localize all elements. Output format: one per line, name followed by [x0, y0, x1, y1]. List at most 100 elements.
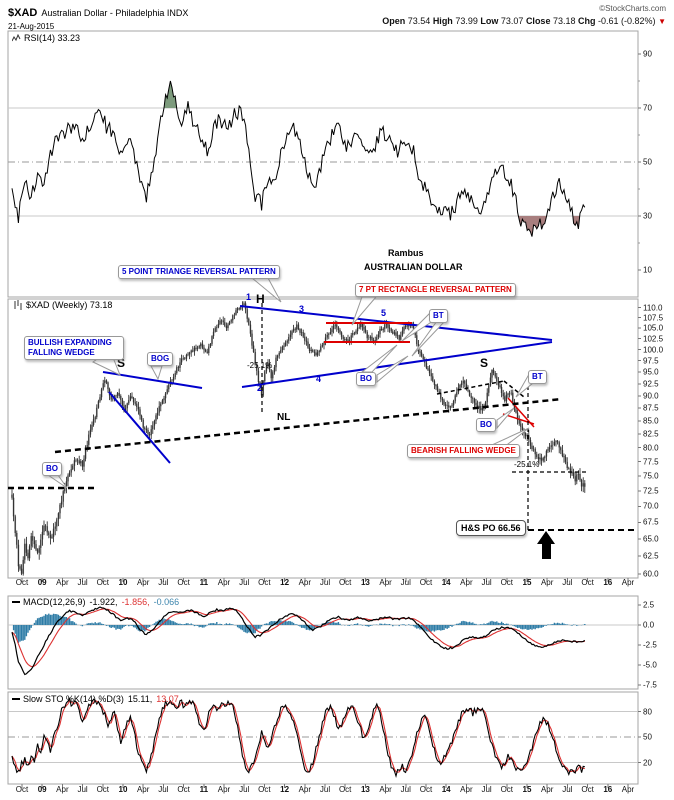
main-xtick: 12	[280, 578, 290, 587]
main-label: $XAD (Weekly) 73.18	[13, 300, 112, 310]
bt-note-2: BT	[528, 370, 547, 384]
rsi-ytick: 50	[643, 157, 652, 167]
close-label: Close	[525, 16, 551, 26]
header-line-1: $XAD Australian Dollar - Philadelphia IND…	[8, 3, 666, 19]
rsi-ytick: 70	[643, 103, 652, 113]
bottom-xtick: Jul	[77, 785, 88, 794]
neckline	[54, 397, 563, 454]
chg-value: -0.61 (-0.82%)	[598, 16, 656, 26]
main-ytick: 80.0	[643, 443, 659, 453]
chg-label: Chg	[578, 16, 596, 26]
bo-note-1-tail	[376, 355, 409, 384]
rsi-overbought-fill	[164, 81, 241, 108]
main-xtick: Jul	[239, 578, 250, 587]
macd-name: MACD(12,26,9)	[23, 597, 86, 607]
right-shoulder-label: S	[480, 356, 489, 370]
bottom-xtick: Apr	[379, 785, 392, 794]
main-xtick: Oct	[500, 578, 514, 587]
rsi-label-text: RSI(14) 33.23	[24, 33, 81, 43]
main-ytick: 77.5	[643, 457, 659, 467]
quote-strip: Open 73.54 High 73.99 Low 73.07 Close 73…	[382, 16, 666, 26]
main-xtick: Jul	[319, 578, 331, 587]
main-ytick: 85.0	[643, 416, 659, 426]
close-value: 73.18	[552, 16, 576, 26]
left-shoulder-label: S	[117, 356, 126, 370]
rsi-ytick: 30	[643, 211, 652, 221]
chart-date: 21-Aug-2015	[8, 22, 55, 31]
bottom-xtick: Oct	[338, 785, 352, 794]
price-bar-wicks	[11, 301, 586, 576]
main-xtick: Oct	[96, 578, 110, 587]
bottom-xtick: Apr	[56, 785, 69, 794]
bottom-xtick: Oct	[258, 785, 271, 794]
macd-label: MACD(12,26,9) -1.922, -1.856, -0.066	[12, 597, 179, 607]
down-triangle-icon: ▼	[658, 17, 666, 26]
bottom-xtick: Oct	[500, 785, 514, 794]
bottom-xtick: Jul	[400, 785, 411, 794]
main-ytick: 67.5	[643, 517, 659, 527]
neckline-label: NL	[277, 412, 291, 423]
main-ytick: 110.0	[643, 303, 663, 313]
bottom-xtick: Oct	[419, 785, 433, 794]
macd-ytick: 2.5	[643, 600, 655, 610]
main-ytick: 87.5	[643, 403, 659, 413]
symbol: $XAD	[8, 7, 38, 19]
macd-ytick: -5.0	[643, 660, 657, 670]
main-xtick: Oct	[258, 578, 271, 587]
up-arrow	[537, 531, 555, 559]
bottom-xtick: Apr	[217, 785, 231, 794]
main-xtick: Jul	[77, 578, 88, 587]
bottom-xtick: Oct	[177, 785, 190, 794]
symbol-name: Australian Dollar - Philadelphia INDX	[41, 8, 189, 18]
main-xtick: Apr	[379, 578, 392, 587]
bottom-xtick: 16	[603, 785, 613, 794]
australian-dollar-label: AUSTRALIAN DOLLAR	[364, 262, 463, 272]
sto-label: Slow STO %K(14) %D(3) 15.11, 13.07	[12, 694, 179, 704]
main-ytick: 100.0	[643, 345, 664, 354]
main-ytick: 62.5	[643, 551, 659, 561]
main-xtick: Apr	[298, 578, 312, 587]
bottom-xtick: Apr	[136, 785, 150, 794]
point-5: 5	[381, 308, 387, 318]
sto-k-value: 15.11,	[127, 694, 153, 704]
macd-ytick: 0.0	[643, 620, 655, 630]
bog-note: BOG	[147, 352, 174, 366]
seven-pt-rectangle-note-tail	[351, 296, 378, 326]
sto-name: Slow STO %K(14) %D(3)	[23, 694, 124, 704]
rsi-ytick: 90	[643, 49, 652, 59]
rsi-panel-border	[7, 30, 639, 298]
low-value: 73.07	[500, 16, 524, 26]
bottom-xtick: 15	[522, 785, 532, 794]
rsi-line	[11, 80, 586, 237]
main-xtick: Apr	[136, 578, 150, 587]
line-swatch-icon	[12, 698, 20, 700]
open-value: 73.54	[407, 16, 431, 26]
main-xtick: Apr	[540, 578, 554, 587]
bottom-xtick: 10	[118, 785, 128, 794]
rs-dash-b	[503, 380, 525, 398]
bottom-xtick: Oct	[581, 785, 594, 794]
main-ytick: 90.0	[643, 391, 659, 401]
main-ytick: 97.5	[643, 356, 659, 366]
open-label: Open	[382, 16, 406, 26]
ohlc-bars-icon	[13, 300, 23, 310]
bottom-xtick: Jul	[239, 785, 250, 794]
bearish-falling-wedge-note: BEARISH FALLING WEDGE	[407, 444, 520, 458]
bottom-xtick: 09	[37, 785, 47, 794]
hs-po-note: H&S PO 66.56	[456, 520, 526, 536]
high-value: 73.99	[455, 16, 478, 26]
main-xtick: Oct	[419, 578, 433, 587]
macd-panel-border	[7, 595, 639, 690]
rsi-oversold-fill	[17, 216, 580, 237]
bullish-expanding-wedge-note: BULLISH EXPANDING FALLING WEDGE	[24, 336, 124, 360]
point-4: 4	[316, 374, 322, 384]
main-xtick: 10	[118, 578, 128, 587]
main-xtick: 14	[441, 578, 451, 587]
bottom-xtick: 12	[280, 785, 290, 794]
main-ytick: 92.5	[643, 379, 659, 389]
main-xtick: 15	[522, 578, 532, 587]
red-wedge-lower	[502, 413, 535, 425]
main-xtick: Jul	[562, 578, 573, 587]
